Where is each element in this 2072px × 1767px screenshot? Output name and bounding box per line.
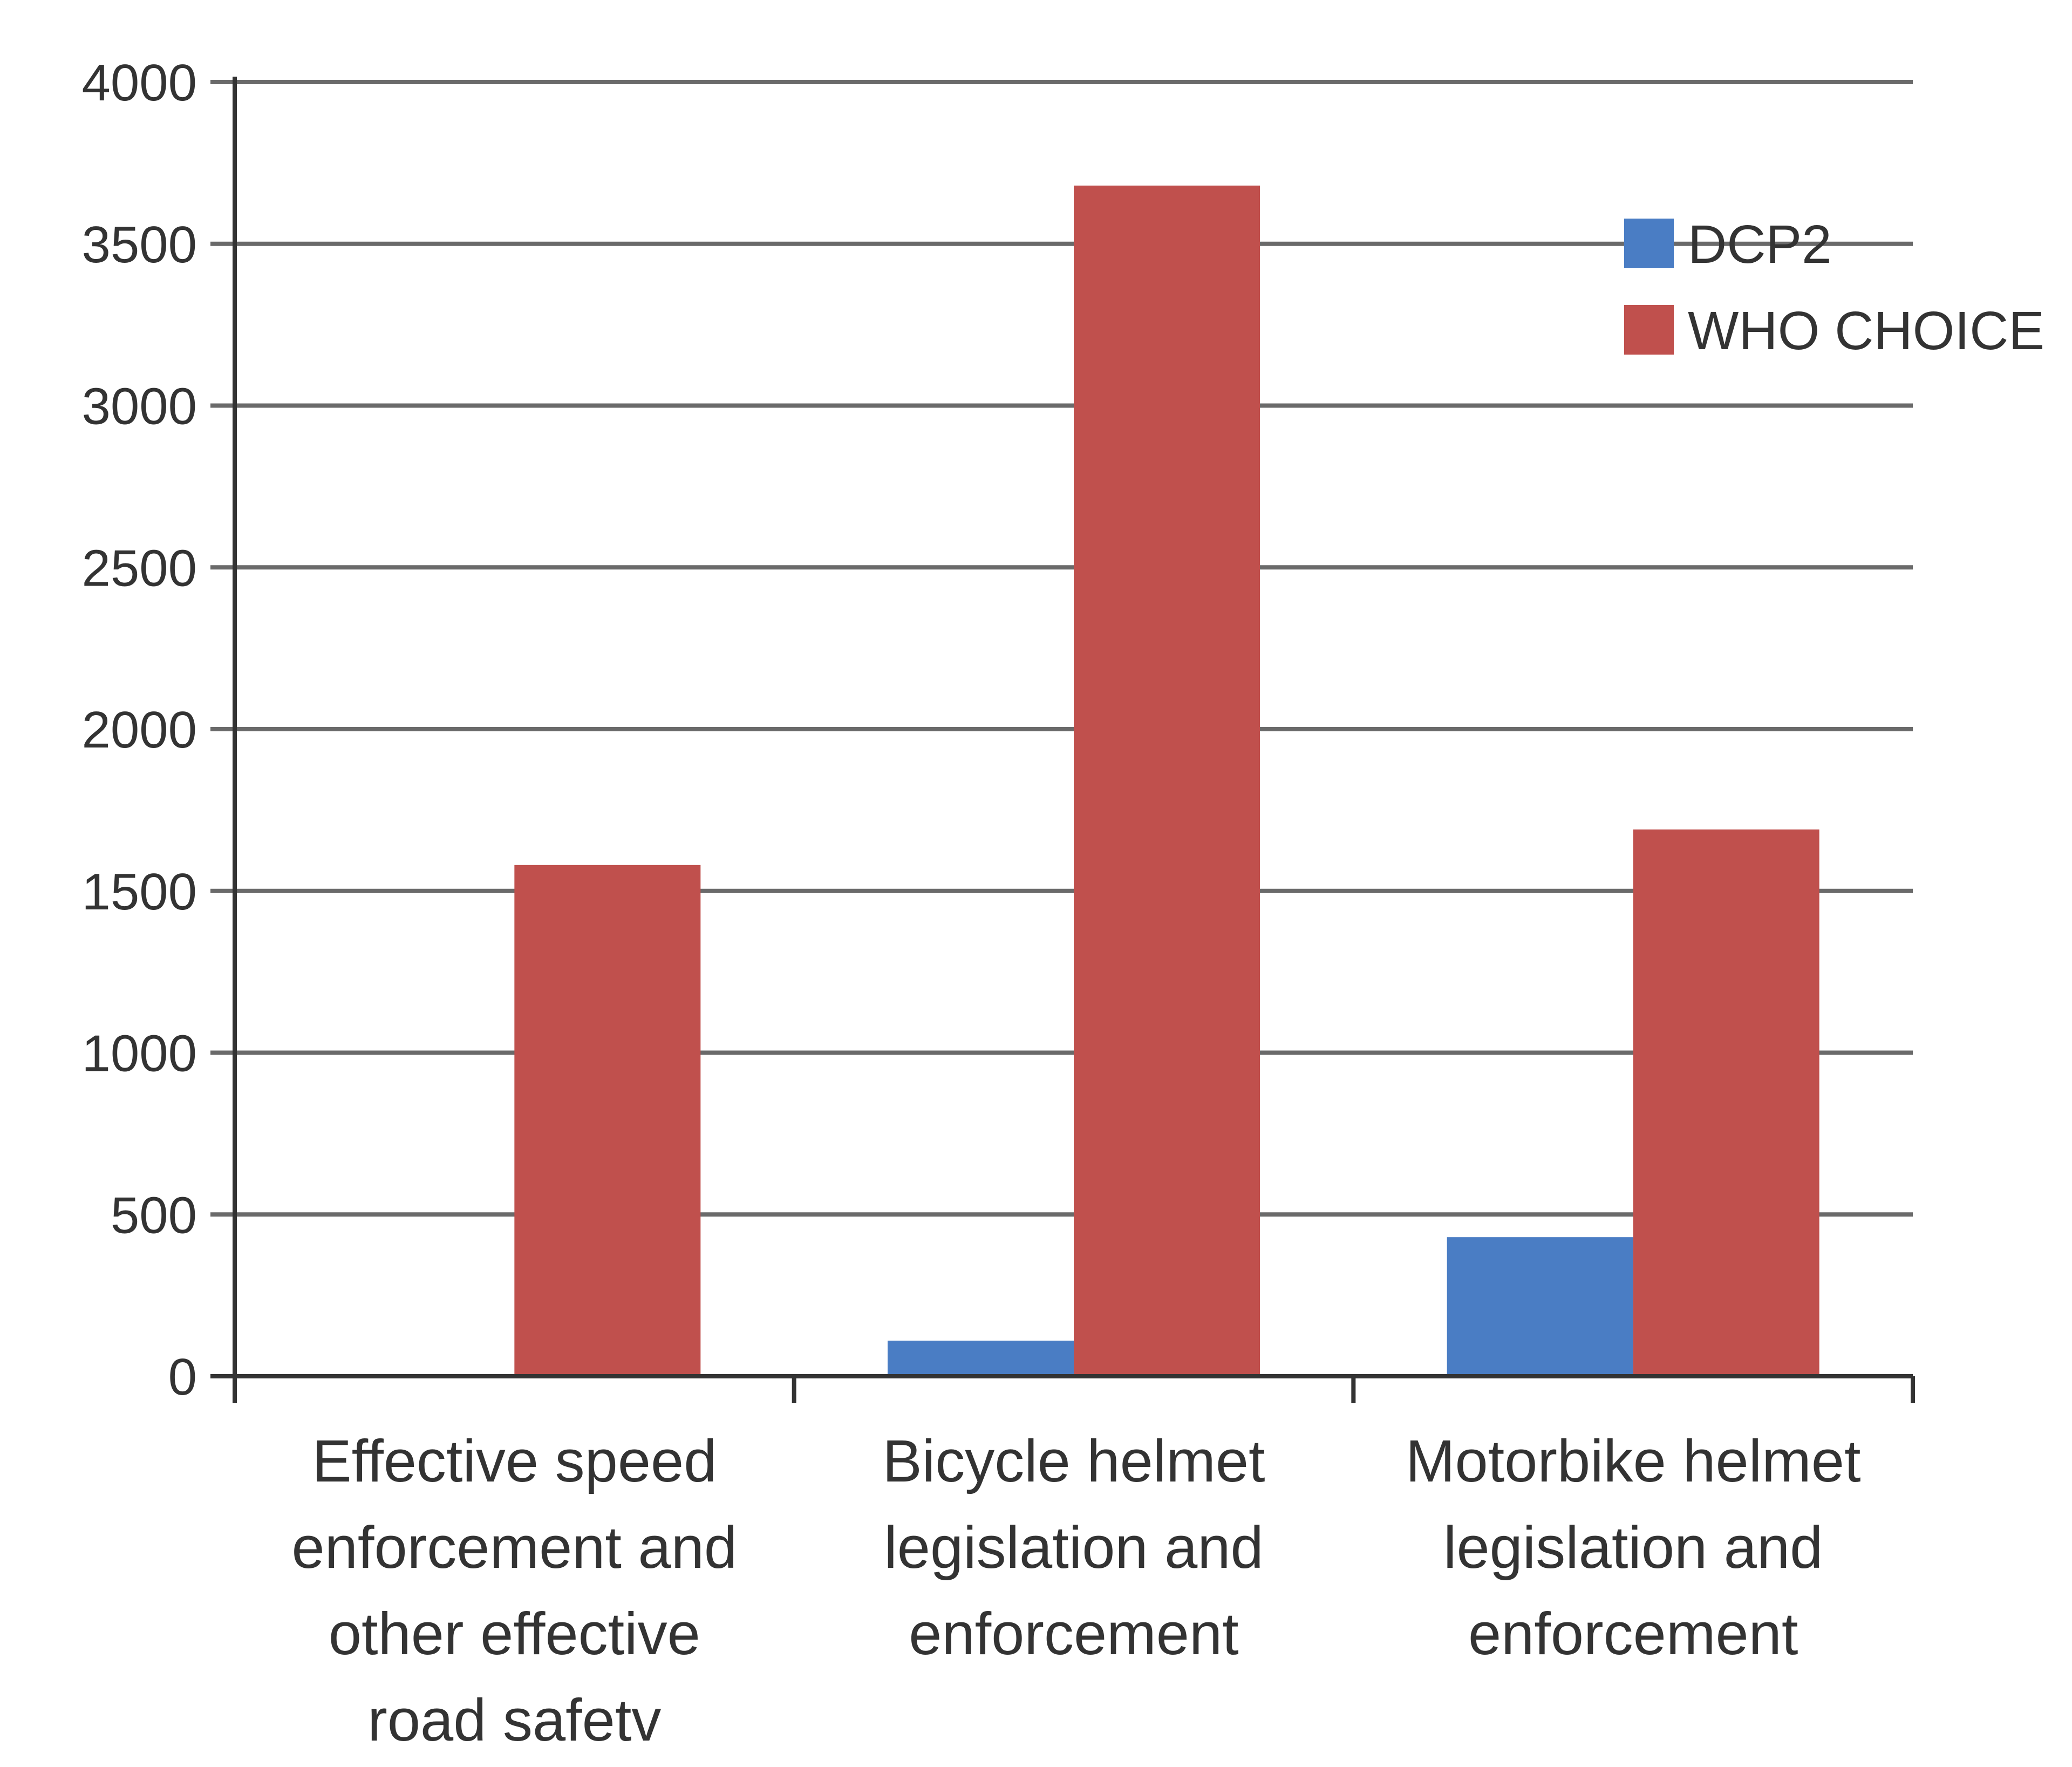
x-category-label-line: road safetv [367,1687,661,1754]
legend: DCP2 WHO CHOICE [1624,214,2044,361]
x-category-label-line: enforcement [1468,1601,1798,1667]
x-category-label-line: legislation and [884,1514,1263,1581]
bar-who-choice-2 [1633,829,1819,1376]
bar-dcp2-2 [1447,1237,1633,1376]
y-tick-label: 4000 [81,54,197,112]
bar-who-choice-0 [514,865,701,1376]
y-tick-label: 3000 [81,378,197,436]
bars [514,185,1819,1376]
x-category-label: Motorbike helmet legislation and enforceme… [1406,1428,1861,1667]
legend-swatch-who-choice [1624,305,1674,355]
bar-dcp2-1 [888,1341,1074,1376]
x-category-label-line: enforcement and [292,1514,738,1581]
y-tick-label: 3500 [81,216,197,274]
y-axis-tick-labels: 0 500 1000 1500 2000 2500 3000 3500 4000 [81,54,197,1406]
x-category-label: Bicycle helmet legislation and enforcement [882,1428,1265,1667]
y-tick-label: 1000 [81,1025,197,1083]
x-category-label-line: Motorbike helmet [1406,1428,1861,1494]
legend-label: DCP2 [1688,214,1832,275]
y-tick-label: 1500 [81,863,197,921]
x-category-label: Effective speed enforcement and other effe… [292,1428,738,1754]
legend-label: WHO CHOICE [1688,301,2044,361]
x-category-label-line: Bicycle helmet [882,1428,1265,1494]
gridlines [210,80,1913,1217]
x-category-label-line: Effective speed [312,1428,717,1494]
y-tick-label: 2000 [81,701,197,759]
legend-swatch-dcp2 [1624,219,1674,268]
bar-who-choice-1 [1074,185,1260,1376]
x-category-label-line: other effective [329,1601,700,1667]
x-axis-category-labels: Effective speed enforcement and other effe… [292,1428,1861,1754]
y-tick-label: 500 [111,1186,197,1244]
axes [210,77,1915,1403]
x-category-label-line: enforcement [909,1601,1238,1667]
x-category-label-line: legislation and [1443,1514,1823,1581]
y-tick-label: 0 [168,1348,197,1406]
y-tick-label: 2500 [81,539,197,597]
